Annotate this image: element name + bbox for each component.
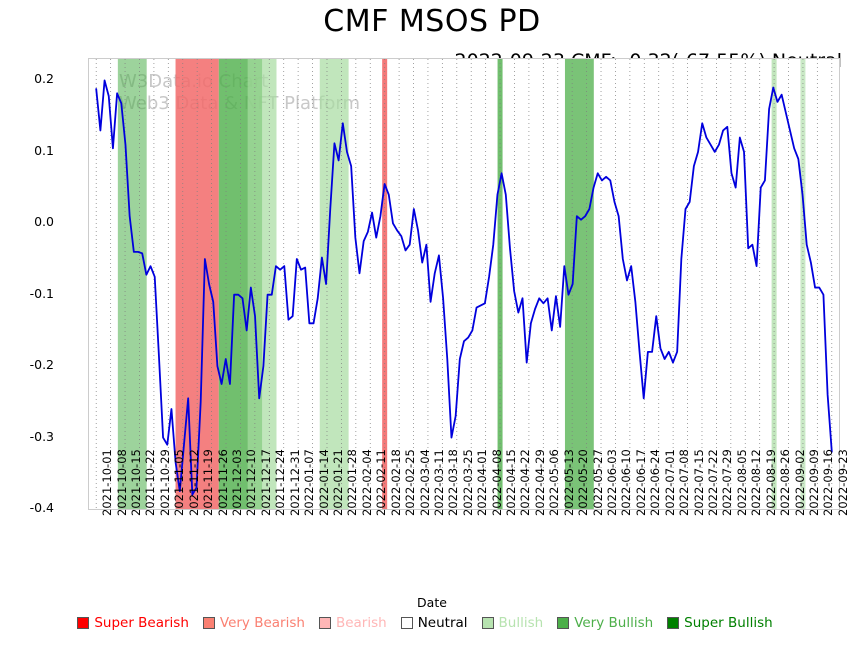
- x-tick-label: 2021-11-19: [201, 449, 216, 516]
- x-tick-label: 2022-04-29: [532, 449, 547, 516]
- signal-band: [564, 59, 594, 509]
- x-tick-label: 2022-03-25: [460, 449, 475, 516]
- x-tick-label: 2021-12-10: [244, 449, 259, 516]
- legend-entry[interactable]: Super Bearish: [77, 615, 189, 631]
- legend-entry[interactable]: Neutral: [400, 615, 468, 631]
- x-tick-label: 2022-08-26: [778, 449, 793, 516]
- legend-label: Bearish: [335, 615, 387, 631]
- legend-swatch: [400, 617, 413, 629]
- legend-label: Neutral: [417, 615, 468, 631]
- y-tick-label: -0.1: [29, 285, 54, 301]
- legend-entry[interactable]: Super Bullish: [667, 615, 773, 631]
- x-tick-label: 2022-04-01: [475, 449, 490, 516]
- x-tick-label: 2022-02-18: [388, 449, 403, 516]
- x-tick-label: 2021-11-12: [186, 449, 201, 516]
- legend-swatch: [318, 617, 331, 629]
- legend-swatch: [557, 617, 570, 629]
- x-tick-label: 2022-06-10: [619, 449, 634, 516]
- chart-plot-svg: [95, 59, 833, 509]
- x-tick-label: 2022-07-29: [720, 449, 735, 516]
- x-tick-label: 2022-07-15: [691, 449, 706, 516]
- x-tick-label: 2022-06-03: [605, 449, 620, 516]
- x-tick-label: 2022-05-20: [576, 449, 591, 516]
- legend-swatch: [481, 617, 494, 629]
- x-tick-label: 2022-09-16: [821, 449, 836, 516]
- x-tick-label: 2022-08-19: [763, 449, 778, 516]
- y-tick-label: 0.1: [34, 142, 54, 158]
- legend-swatch: [667, 617, 680, 629]
- x-tick-label: 2022-04-08: [489, 449, 504, 516]
- legend-label: Super Bullish: [684, 615, 773, 631]
- signal-band: [319, 59, 349, 509]
- y-tick-label: 0.0: [34, 214, 54, 230]
- x-tick-label: 2022-04-15: [504, 449, 519, 516]
- x-tick-label: 2021-11-26: [215, 449, 230, 516]
- x-tick-label: 2022-01-07: [302, 449, 317, 516]
- x-tick-label: 2021-12-24: [273, 449, 288, 516]
- legend-entry[interactable]: Bearish: [318, 615, 387, 631]
- x-tick-label: 2022-02-25: [403, 449, 418, 516]
- legend-label: Very Bearish: [219, 615, 305, 631]
- legend-label: Bullish: [498, 615, 544, 631]
- legend-swatch: [77, 617, 90, 629]
- y-tick-label: -0.2: [29, 357, 54, 373]
- x-tick-label: 2022-09-02: [792, 449, 807, 516]
- x-tick-label: 2022-03-04: [417, 449, 432, 516]
- x-tick-label: 2021-10-01: [100, 449, 115, 516]
- x-tick-label: 2021-10-22: [143, 449, 158, 516]
- x-tick-label: 2021-12-17: [258, 449, 273, 516]
- x-tick-label: 2022-07-08: [677, 449, 692, 516]
- x-tick-label: 2022-03-11: [431, 449, 446, 516]
- x-axis-label: Date: [417, 595, 447, 610]
- legend-label: Very Bullish: [574, 615, 654, 631]
- plot-area: W3Data.io Chart Web3 Data & NFT Platform: [88, 58, 840, 510]
- y-tick-label: -0.4: [29, 500, 54, 515]
- x-tick-label: 2022-07-22: [705, 449, 720, 516]
- signal-band: [247, 59, 277, 509]
- x-tick-label: 2022-04-22: [518, 449, 533, 516]
- x-tick-label: 2022-06-17: [633, 449, 648, 516]
- chart-title: CMF MSOS PD: [323, 4, 541, 39]
- legend-entry[interactable]: Very Bearish: [202, 615, 305, 631]
- x-tick-label: 2022-05-06: [547, 449, 562, 516]
- x-tick-label: 2022-09-23: [835, 449, 850, 516]
- data-series-line: [95, 79, 833, 496]
- x-tick-label: 2022-01-28: [345, 449, 360, 516]
- x-tick-label: 2022-05-27: [590, 449, 605, 516]
- x-tick-label: 2022-08-12: [749, 449, 764, 516]
- legend-swatch: [202, 617, 215, 629]
- y-tick-label: -0.3: [29, 428, 54, 444]
- x-tick-label: 2021-12-31: [287, 449, 302, 516]
- legend-entry[interactable]: Very Bullish: [557, 615, 653, 631]
- x-tick-label: 2021-10-29: [157, 449, 172, 516]
- y-axis-ticks: 0.2 0.1 0.0 -0.1 -0.2 -0.3 -0.4: [0, 0, 82, 646]
- chart-legend: Super Bearish Very Bearish Bearish Neutral B…: [0, 615, 864, 631]
- x-tick-label: 2022-02-04: [359, 449, 374, 516]
- x-tick-label: 2021-11-05: [172, 449, 187, 516]
- y-tick-label: 0.2: [34, 71, 54, 87]
- x-tick-label: 2022-01-14: [316, 449, 331, 516]
- x-tick-label: 2021-12-03: [230, 449, 245, 516]
- x-tick-label: 2022-06-24: [648, 449, 663, 516]
- x-tick-label: 2022-01-21: [330, 449, 345, 516]
- x-tick-label: 2022-09-09: [806, 449, 821, 516]
- x-tick-label: 2021-10-08: [114, 449, 129, 516]
- x-tick-label: 2021-10-15: [129, 449, 144, 516]
- x-tick-label: 2022-03-18: [446, 449, 461, 516]
- legend-entry[interactable]: Bullish: [481, 615, 544, 631]
- x-tick-label: 2022-02-11: [374, 449, 389, 516]
- signal-band: [117, 59, 147, 509]
- x-tick-label: 2022-05-13: [561, 449, 576, 516]
- x-axis-ticks: 2021-10-01 2021-10-08 2021-10-15 2021-10-22…: [88, 449, 850, 602]
- x-tick-label: 2022-08-05: [734, 449, 749, 516]
- x-tick-label: 2022-07-01: [662, 449, 677, 516]
- legend-label: Super Bearish: [94, 615, 189, 631]
